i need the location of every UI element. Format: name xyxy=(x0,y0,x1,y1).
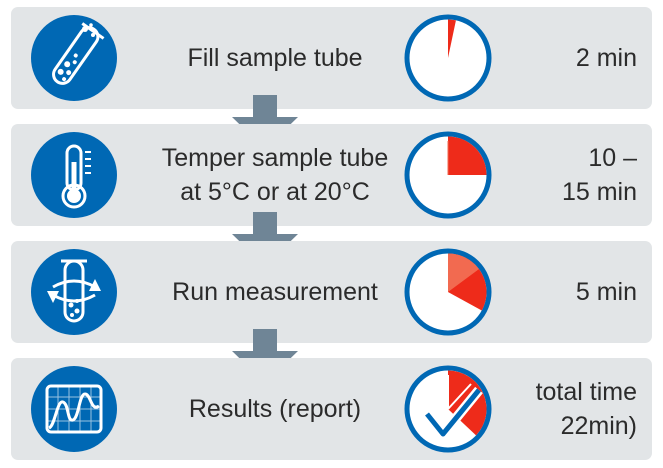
step-label: Results (report) xyxy=(188,395,362,423)
down-arrow-icon xyxy=(232,329,298,383)
step-results-report: Results (report) total time 22min) xyxy=(11,358,652,460)
test-tube-bubbles-icon xyxy=(31,15,117,101)
step-time: 10 – 15 min xyxy=(561,144,637,206)
step-label: Fill sample tube xyxy=(187,44,363,72)
thermometer-icon xyxy=(31,132,117,218)
results-graph-icon xyxy=(31,366,117,452)
clock-pie-icon xyxy=(404,248,492,336)
step-time: total time 22min) xyxy=(535,378,637,440)
step-time: 5 min xyxy=(575,278,637,306)
step-label: Run measurement xyxy=(172,278,378,306)
clock-pie-icon xyxy=(404,131,492,219)
step-temper-sample-tube: Temper sample tube at 5°C or at 20°C 10 … xyxy=(11,124,652,226)
down-arrow-icon xyxy=(232,95,298,149)
step-time: 2 min xyxy=(575,44,637,72)
rotating-tube-icon xyxy=(31,249,117,335)
step-fill-sample-tube: Fill sample tube 2 min xyxy=(11,7,652,109)
clock-pie-icon xyxy=(404,14,492,102)
step-label: Temper sample tube at 5°C or at 20°C xyxy=(161,144,389,206)
down-arrow-icon xyxy=(232,212,298,266)
clock-pie-check-icon xyxy=(404,365,492,453)
step-run-measurement: Run measurement 5 min xyxy=(11,241,652,343)
